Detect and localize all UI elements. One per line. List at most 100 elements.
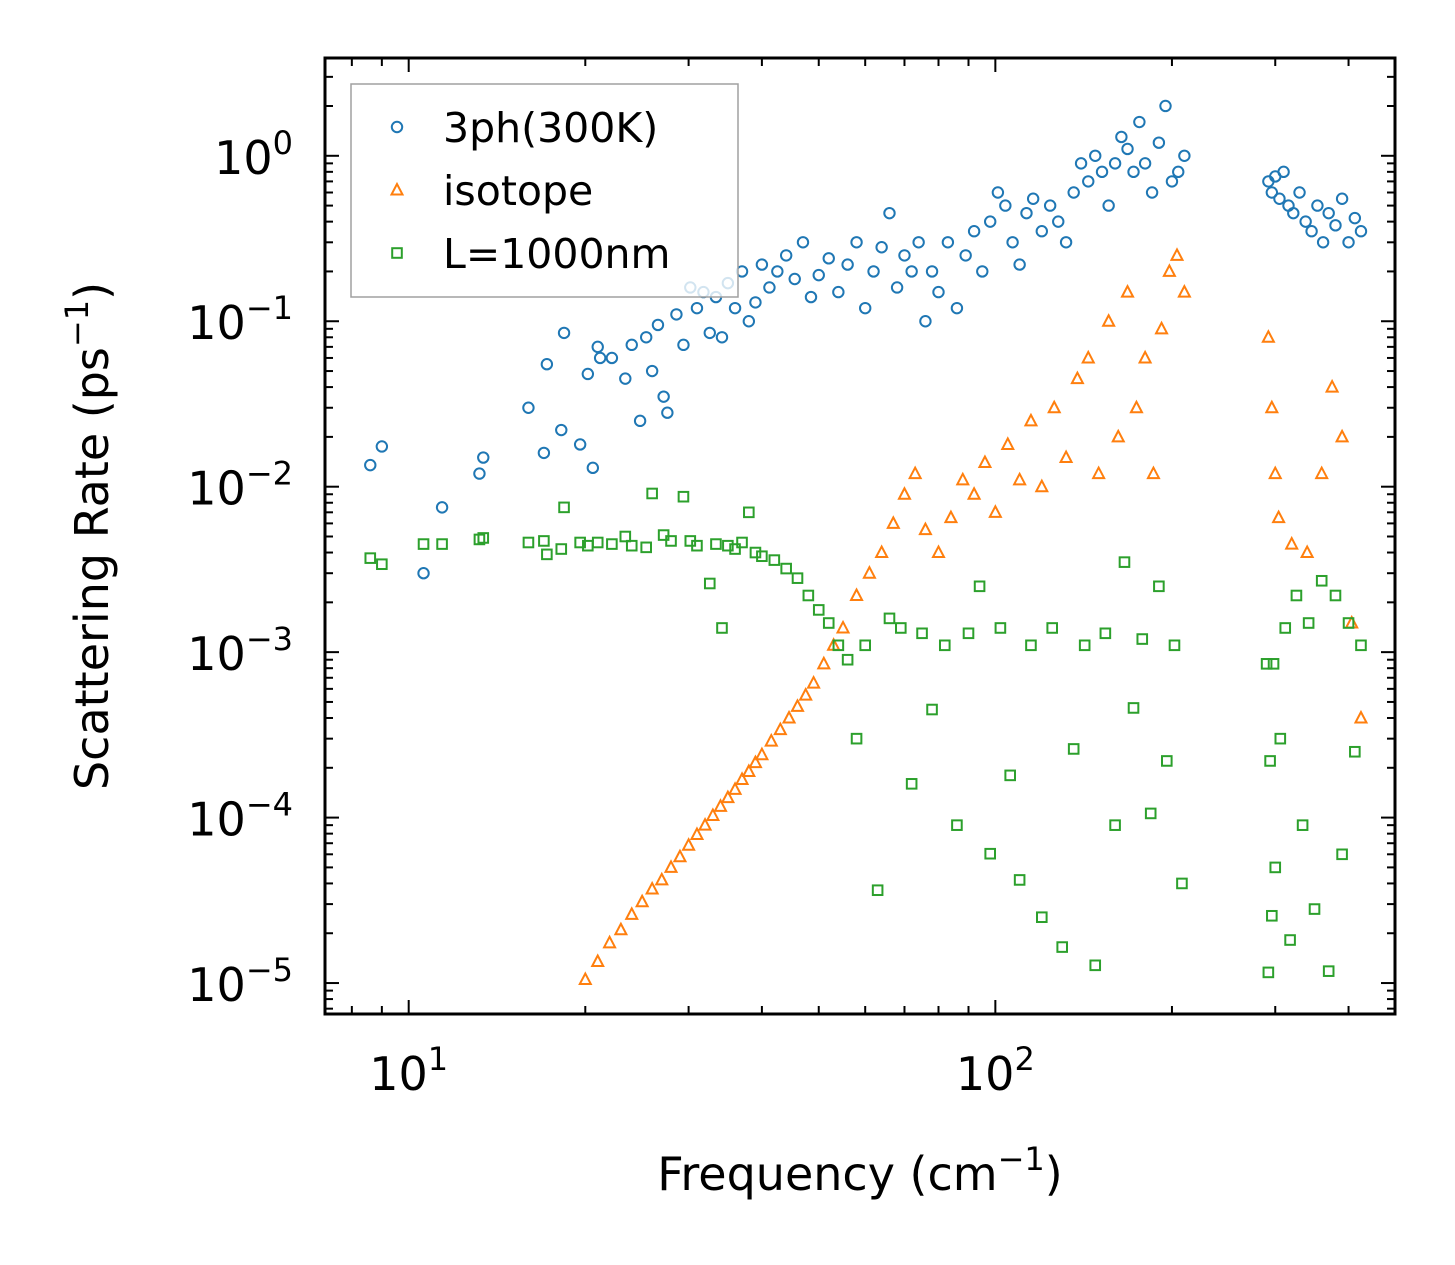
x-tick-label: 102: [956, 1040, 1035, 1101]
data-point: [619, 372, 632, 385]
data-point: [1178, 149, 1191, 162]
data-point: [1082, 175, 1095, 188]
data-point: [955, 471, 970, 486]
data-point: [1354, 225, 1368, 238]
data-point: [558, 501, 570, 514]
data-point: [1302, 617, 1315, 629]
data-point: [1129, 399, 1144, 414]
data-point: [1091, 465, 1106, 480]
data-point: [780, 562, 792, 575]
data-point: [1120, 283, 1135, 298]
legend-marker: [389, 181, 405, 196]
data-point: [1269, 861, 1282, 874]
data-point: [859, 639, 872, 652]
data-point: [748, 754, 763, 769]
legend-item: 3ph(300K): [390, 104, 658, 152]
data-point: [812, 268, 825, 282]
data-point: [665, 535, 677, 547]
data-point: [697, 817, 713, 831]
data-point: [984, 847, 997, 860]
data-point: [1133, 115, 1146, 129]
y-tick-label: 10−5: [187, 951, 293, 1012]
data-point: [1067, 743, 1080, 755]
data-point: [522, 536, 535, 549]
data-point: [875, 241, 888, 254]
legend-label: isotope: [443, 167, 593, 215]
data-point: [578, 971, 593, 986]
data-point: [951, 819, 963, 831]
data-point: [645, 364, 659, 378]
data-point: [477, 451, 490, 464]
data-point: [591, 536, 604, 549]
data-point: [835, 619, 851, 634]
legend-box: [350, 83, 739, 298]
series-1: [578, 247, 1369, 986]
data-point: [1127, 165, 1140, 179]
data-point: [624, 906, 639, 920]
data-point: [943, 509, 959, 524]
data-point: [1025, 639, 1037, 652]
data-point: [883, 612, 896, 625]
data-point: [1052, 215, 1065, 228]
data-point: [849, 587, 864, 601]
data-point: [918, 521, 933, 536]
data-point: [586, 461, 600, 475]
data-point: [716, 622, 728, 634]
data-point: [1089, 149, 1102, 162]
data-point: [677, 490, 690, 503]
data-point: [591, 340, 604, 354]
data-point: [1284, 934, 1296, 946]
data-point: [646, 487, 658, 500]
data-point: [1026, 192, 1040, 205]
data-point: [816, 655, 831, 670]
data-point: [912, 236, 925, 249]
data-point: [832, 639, 845, 652]
data-point: [1279, 622, 1292, 634]
data-point: [897, 486, 912, 500]
data-point: [1078, 639, 1091, 652]
data-point: [741, 763, 756, 777]
data-point: [984, 215, 997, 228]
data-point: [874, 544, 889, 559]
legend-item: isotope: [389, 167, 593, 215]
data-point: [1348, 211, 1362, 225]
data-point: [681, 837, 696, 851]
data-point: [950, 301, 964, 315]
data-point: [841, 653, 854, 666]
data-point: [1342, 236, 1355, 249]
data-point: [1315, 574, 1328, 587]
data-point: [764, 732, 779, 747]
data-point: [1099, 627, 1112, 640]
legend-label: L=1000nm: [443, 230, 670, 278]
data-point: [1159, 99, 1172, 113]
data-point: [625, 539, 638, 552]
series-0: [364, 99, 1368, 580]
data-point: [905, 778, 918, 790]
plot-frame: [323, 56, 1397, 1016]
data-point: [670, 308, 683, 321]
data-point: [1059, 236, 1073, 249]
data-point: [581, 367, 595, 381]
data-point: [890, 281, 904, 294]
data-point: [1264, 399, 1279, 414]
data-point: [1314, 465, 1329, 480]
data-point: [557, 326, 571, 340]
data-point: [1137, 349, 1153, 364]
data-point: [973, 580, 986, 593]
data-point: [1353, 709, 1369, 724]
data-point: [538, 535, 550, 547]
data-point: [742, 315, 756, 328]
data-point: [1020, 206, 1033, 220]
data-point: [654, 871, 669, 886]
data-point: [1169, 247, 1185, 261]
data-point: [1154, 320, 1169, 335]
data-point: [720, 789, 736, 804]
data-point: [736, 536, 748, 549]
data-point: [977, 454, 993, 469]
data-point: [1329, 589, 1342, 602]
data-point: [1273, 192, 1286, 205]
data-point: [926, 703, 938, 716]
data-point: [886, 515, 901, 529]
data-point: [754, 746, 770, 761]
data-point: [1043, 199, 1057, 212]
